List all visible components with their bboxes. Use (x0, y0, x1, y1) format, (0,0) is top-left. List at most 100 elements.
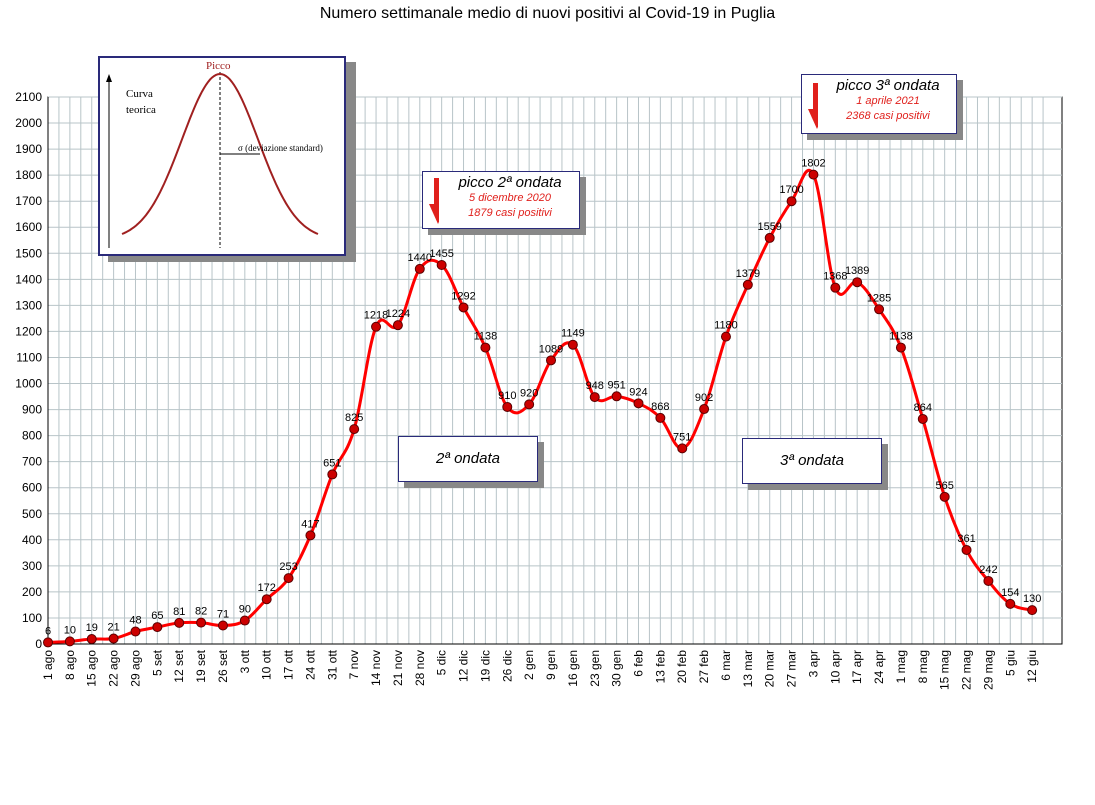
data-label: 1224 (386, 308, 410, 320)
data-point (961, 544, 972, 555)
data-label: 65 (151, 610, 163, 622)
data-point (392, 320, 403, 331)
data-point (502, 401, 513, 412)
x-tick-label: 12 dic (457, 650, 471, 682)
data-label: 910 (498, 390, 516, 402)
inset-axis-arrow (106, 74, 112, 82)
inset-peak-label: Picco (206, 60, 231, 72)
x-tick-label: 8 mag (916, 650, 930, 683)
x-tick-label: 5 giu (1003, 650, 1017, 676)
y-tick-label: 1900 (15, 142, 42, 156)
x-tick-label: 26 dic (500, 650, 514, 682)
data-label: 1285 (867, 292, 891, 304)
data-label: 565 (935, 480, 953, 492)
data-label: 868 (651, 401, 669, 413)
x-tick-label: 16 gen (566, 650, 580, 687)
x-tick-label: 27 feb (697, 650, 711, 684)
data-label: 1138 (474, 331, 498, 343)
data-point (1005, 598, 1016, 609)
data-label: 924 (629, 386, 647, 398)
data-label: 825 (345, 412, 363, 424)
y-tick-label: 1300 (15, 298, 42, 312)
data-label: 1379 (736, 268, 760, 280)
x-tick-label: 3 ott (238, 649, 252, 673)
y-tick-label: 200 (22, 585, 42, 599)
data-label: 1455 (429, 248, 453, 260)
data-label: 864 (914, 402, 932, 414)
y-tick-label: 800 (22, 429, 42, 443)
data-point (130, 626, 141, 637)
inset-curve-label-1: Curva (126, 88, 153, 100)
x-tick-label: 14 nov (369, 650, 383, 686)
x-tick-label: 26 set (216, 649, 230, 682)
x-tick-label: 15 ago (85, 650, 99, 687)
theoretical-curve-inset: Picco Curva teorica σ (deviazione standa… (98, 56, 346, 256)
peak3-callout: picco 3ª ondata 1 aprile 2021 2368 casi … (801, 74, 957, 134)
data-point (371, 321, 382, 332)
data-label: 1138 (889, 331, 913, 343)
x-tick-label: 12 giu (1025, 650, 1039, 683)
data-label: 21 (107, 622, 119, 634)
data-point (939, 491, 950, 502)
peak2-title: picco 2ª ondata (458, 174, 562, 191)
data-point (480, 342, 491, 353)
data-point (677, 443, 688, 454)
x-tick-label: 23 gen (588, 650, 602, 687)
data-point (152, 622, 163, 633)
data-label: 90 (239, 604, 251, 616)
x-tick-label: 5 set (150, 649, 164, 676)
data-point (567, 339, 578, 350)
data-point (895, 342, 906, 353)
data-label: 6 (45, 625, 51, 637)
data-point (43, 637, 53, 648)
x-tick-label: 29 mag (981, 650, 995, 690)
peak2-callout: picco 2ª ondata 5 dicembre 2020 1879 cas… (422, 171, 580, 229)
data-label: 81 (173, 606, 185, 618)
peak3-cases: 2368 casi positivi (846, 110, 930, 122)
data-label: 71 (217, 609, 229, 621)
x-tick-label: 22 ago (107, 650, 121, 687)
x-tick-label: 2 gen (522, 650, 536, 680)
y-tick-label: 700 (22, 455, 42, 469)
data-label: 253 (279, 561, 297, 573)
y-tick-label: 300 (22, 559, 42, 573)
data-point (458, 302, 469, 313)
data-label: 1089 (539, 343, 563, 355)
y-tick-label: 500 (22, 507, 42, 521)
data-label: 1149 (561, 328, 585, 340)
inset-sigma-label: σ (deviazione standard) (238, 143, 323, 153)
data-label: 1368 (823, 271, 847, 283)
data-label: 1802 (801, 158, 825, 170)
y-tick-label: 900 (22, 403, 42, 417)
inset-curve-label-2: teorica (126, 104, 156, 116)
data-point (764, 232, 775, 243)
x-tick-label: 5 dic (435, 650, 449, 675)
data-label: 1180 (714, 320, 738, 332)
x-tick-label: 10 apr (828, 650, 842, 684)
data-label: 902 (695, 392, 713, 404)
data-point (720, 331, 731, 342)
data-label: 417 (301, 518, 319, 530)
x-tick-label: 13 mar (741, 650, 755, 687)
data-point (283, 573, 294, 584)
peak3-date: 1 aprile 2021 (856, 95, 920, 107)
data-point (699, 404, 710, 415)
x-tick-label: 28 nov (413, 650, 427, 686)
data-points (43, 169, 1038, 648)
data-point (64, 636, 75, 647)
x-tick-label: 10 ott (260, 649, 274, 680)
peak2-cases: 1879 casi positivi (468, 207, 552, 219)
data-label: 1292 (451, 290, 475, 302)
x-tick-label: 31 ott (325, 649, 339, 680)
x-tick-label: 8 ago (63, 650, 77, 680)
data-label: 130 (1023, 593, 1041, 605)
data-point (808, 169, 819, 180)
data-point (830, 282, 841, 293)
data-point (852, 277, 863, 288)
x-tick-label: 19 dic (478, 650, 492, 682)
data-label: 10 (64, 624, 76, 636)
data-point (546, 355, 557, 366)
data-point (414, 263, 425, 274)
data-point (524, 399, 535, 410)
peak2-date: 5 dicembre 2020 (469, 192, 551, 204)
